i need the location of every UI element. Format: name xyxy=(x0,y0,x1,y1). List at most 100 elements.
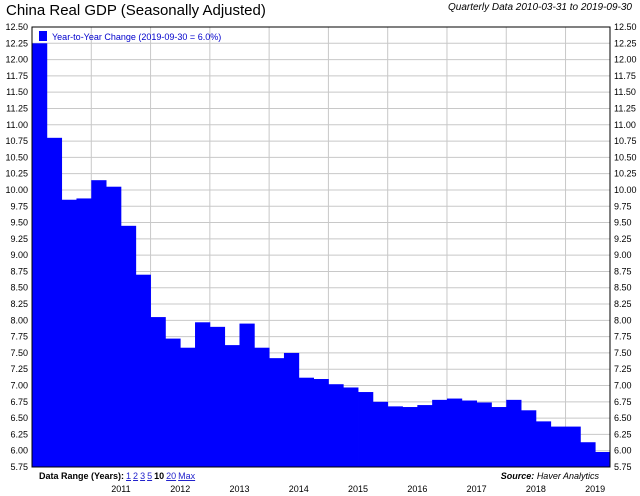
bar xyxy=(328,384,344,467)
y-tick-label-left: 10.25 xyxy=(5,169,28,179)
bar xyxy=(491,407,507,467)
bar xyxy=(298,377,314,467)
y-tick-label-right: 7.50 xyxy=(614,348,632,358)
y-tick-label-right: 11.75 xyxy=(614,71,636,81)
y-tick-label-left: 10.50 xyxy=(5,152,28,162)
bar xyxy=(195,322,211,467)
bar xyxy=(61,199,77,468)
y-tick-label-right: 12.25 xyxy=(614,38,637,48)
y-tick-label-left: 12.50 xyxy=(5,22,28,32)
bar xyxy=(343,387,359,467)
legend-label: Year-to-Year Change (2019-09-30 = 6.0%) xyxy=(52,32,221,42)
y-tick-label-right: 7.00 xyxy=(614,381,632,391)
x-tick-label: 2013 xyxy=(229,484,249,494)
bar xyxy=(150,317,166,467)
y-tick-label-right: 8.75 xyxy=(614,266,632,276)
range-option-20[interactable]: 20 xyxy=(166,471,177,481)
bar xyxy=(432,399,448,467)
chart-title: China Real GDP (Seasonally Adjusted) xyxy=(6,2,266,19)
y-tick-label-left: 11.75 xyxy=(6,71,28,81)
bar xyxy=(239,323,255,467)
y-tick-label-left: 11.00 xyxy=(6,120,28,130)
bar xyxy=(269,358,285,467)
y-tick-label-left: 7.25 xyxy=(10,364,28,374)
range-option-3[interactable]: 3 xyxy=(140,471,146,481)
bar xyxy=(358,392,374,467)
legend-swatch xyxy=(39,31,47,41)
y-tick-label-left: 7.75 xyxy=(10,332,28,342)
y-tick-label-right: 11.00 xyxy=(614,120,636,130)
bar xyxy=(402,407,418,467)
y-tick-label-left: 9.00 xyxy=(10,250,28,260)
y-tick-label-left: 9.75 xyxy=(10,201,28,211)
y-tick-label-left: 8.00 xyxy=(10,315,28,325)
bar xyxy=(535,421,552,467)
y-tick-label-left: 5.75 xyxy=(10,462,28,472)
bar xyxy=(461,400,478,467)
y-tick-label-left: 6.75 xyxy=(10,397,28,407)
y-tick-label-right: 6.00 xyxy=(614,446,632,456)
y-tick-label-left: 8.75 xyxy=(10,266,28,276)
bar xyxy=(521,410,537,467)
source-label: Source: xyxy=(500,471,535,481)
bar xyxy=(565,426,581,467)
y-tick-label-right: 10.25 xyxy=(614,169,637,179)
y-tick-label-right: 12.50 xyxy=(614,22,637,32)
range-option-1[interactable]: 1 xyxy=(126,471,132,481)
y-tick-label-right: 11.50 xyxy=(614,87,636,97)
x-tick-label: 2011 xyxy=(111,484,130,494)
y-tick-label-right: 10.75 xyxy=(614,136,637,146)
bar xyxy=(254,347,270,467)
y-tick-label-left: 8.25 xyxy=(10,299,28,309)
bar xyxy=(76,198,92,467)
y-tick-label-left: 6.50 xyxy=(10,413,28,423)
data-range-selector: Data Range (Years): 1 2 3 5 10 20 Max xyxy=(36,470,199,482)
y-tick-label-right: 9.25 xyxy=(614,234,632,244)
y-tick-label-right: 6.75 xyxy=(614,397,632,407)
y-tick-label-left: 12.00 xyxy=(5,55,28,65)
bar xyxy=(224,345,240,467)
x-tick-label: 2016 xyxy=(407,484,427,494)
bar xyxy=(180,347,196,467)
y-tick-label-right: 7.25 xyxy=(614,364,632,374)
y-tick-label-right: 6.25 xyxy=(614,429,632,439)
x-tick-label: 2014 xyxy=(289,484,309,494)
y-tick-label-left: 11.50 xyxy=(6,87,28,97)
x-tick-label: 2017 xyxy=(467,484,487,494)
bar-layer xyxy=(32,43,611,468)
range-option-max[interactable]: Max xyxy=(178,471,196,481)
bar xyxy=(106,186,122,467)
data-range-label: Data Range (Years): xyxy=(39,471,125,481)
chart-subtitle: Quarterly Data 2010-03-31 to 2019-09-30 xyxy=(447,2,632,13)
bar xyxy=(135,274,151,467)
y-tick-label-left: 6.25 xyxy=(10,429,28,439)
bar xyxy=(417,405,433,467)
bar xyxy=(446,398,463,467)
y-tick-label-left: 7.00 xyxy=(10,381,28,391)
range-option-10[interactable]: 10 xyxy=(154,471,165,481)
bar xyxy=(32,43,48,467)
x-tick-label: 2018 xyxy=(526,484,546,494)
x-tick-label: 2015 xyxy=(348,484,368,494)
y-tick-label-left: 12.25 xyxy=(5,38,28,48)
bar xyxy=(387,406,403,467)
y-tick-label-right: 11.25 xyxy=(614,103,636,113)
bar xyxy=(209,326,226,467)
bar xyxy=(476,402,492,467)
x-tick-label: 2019 xyxy=(585,484,605,494)
bar xyxy=(595,452,611,467)
x-tick-label: 2012 xyxy=(170,484,190,494)
bar xyxy=(580,442,596,467)
bar xyxy=(283,352,300,467)
y-tick-label-left: 6.00 xyxy=(10,446,28,456)
bar xyxy=(506,399,522,467)
y-tick-label-left: 9.50 xyxy=(10,218,28,228)
axis-layer: 5.75 5.75 6.00 6.00 6.25 6.25 6.50 6.50 6.75 6.75… xyxy=(5,22,636,494)
y-tick-label-right: 5.75 xyxy=(614,462,632,472)
range-option-5[interactable]: 5 xyxy=(147,471,153,481)
range-option-2[interactable]: 2 xyxy=(133,471,139,481)
y-tick-label-right: 9.00 xyxy=(614,250,632,260)
y-tick-label-right: 8.00 xyxy=(614,315,632,325)
y-tick-label-right: 10.50 xyxy=(614,152,637,162)
